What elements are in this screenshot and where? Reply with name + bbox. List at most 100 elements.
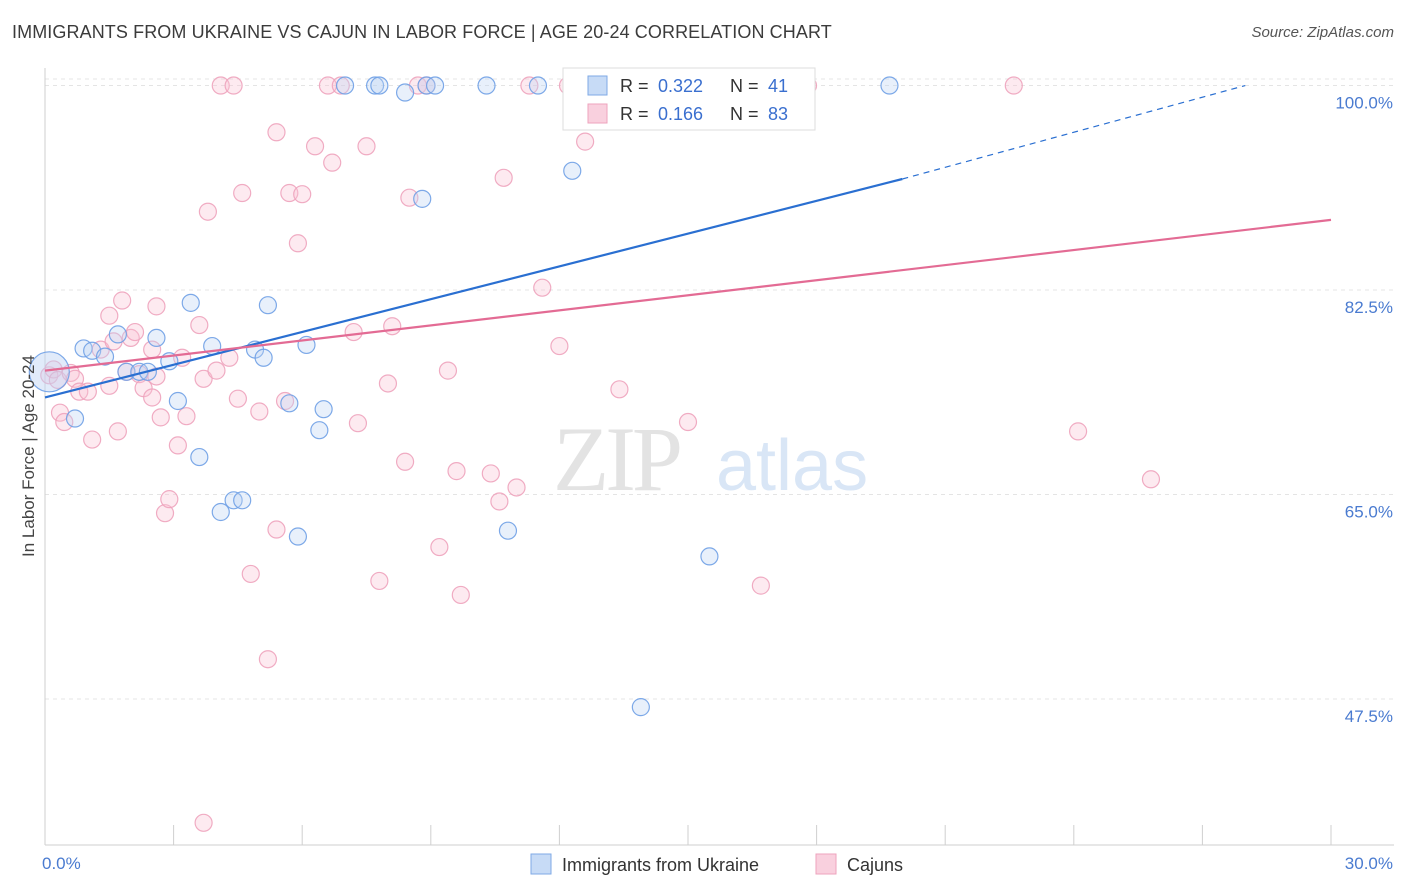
data-point bbox=[147, 297, 166, 316]
data-point bbox=[507, 478, 526, 497]
data-point bbox=[194, 813, 213, 832]
data-point bbox=[631, 698, 650, 717]
legend-n-label-cajun: N = bbox=[730, 104, 759, 124]
trend-lines bbox=[44, 84, 1332, 399]
data-point bbox=[190, 447, 209, 467]
legend-swatch-ukraine bbox=[587, 75, 608, 96]
data-point bbox=[147, 328, 166, 348]
data-point bbox=[194, 369, 213, 388]
data-point bbox=[233, 183, 252, 203]
legend-n-label-ukraine: N = bbox=[730, 76, 759, 96]
data-point bbox=[258, 296, 278, 315]
data-point bbox=[168, 391, 187, 411]
legend-r-value-ukraine: 0.322 bbox=[658, 76, 703, 96]
legend-r-label-cajun: R = bbox=[620, 104, 649, 124]
x-tick-label-min: 0.0% bbox=[42, 854, 81, 873]
data-point bbox=[490, 492, 509, 511]
data-point bbox=[430, 537, 449, 557]
data-point bbox=[323, 153, 342, 172]
data-point bbox=[481, 464, 500, 483]
data-point bbox=[224, 76, 243, 95]
y-axis-title: In Labor Force | Age 20-24 bbox=[19, 355, 38, 557]
data-point bbox=[344, 322, 363, 342]
data-point bbox=[28, 351, 70, 393]
data-point bbox=[233, 491, 252, 510]
data-point bbox=[563, 161, 582, 180]
data-point bbox=[65, 409, 85, 428]
data-point bbox=[125, 322, 145, 342]
data-point bbox=[438, 361, 458, 380]
data-point bbox=[880, 76, 899, 95]
data-point bbox=[83, 430, 102, 449]
data-point bbox=[207, 361, 226, 380]
data-point bbox=[55, 412, 74, 432]
source-credit: Source: ZipAtlas.com bbox=[1251, 24, 1394, 41]
watermark-zip: ZIP bbox=[553, 408, 680, 510]
data-point bbox=[254, 348, 273, 367]
data-point bbox=[365, 76, 385, 95]
data-point bbox=[610, 380, 629, 399]
data-point bbox=[528, 76, 548, 95]
data-point bbox=[1004, 76, 1023, 95]
y-tick-label: 47.5% bbox=[1345, 707, 1393, 726]
data-point bbox=[168, 436, 187, 455]
data-point bbox=[113, 291, 132, 310]
data-point bbox=[250, 402, 269, 421]
data-point bbox=[395, 83, 415, 102]
gridlines bbox=[45, 78, 1394, 700]
data-point bbox=[280, 183, 299, 203]
data-point bbox=[100, 306, 119, 325]
data-point bbox=[700, 547, 719, 566]
data-point bbox=[425, 76, 445, 95]
data-point bbox=[678, 412, 698, 432]
data-point bbox=[335, 76, 355, 95]
data-point bbox=[314, 400, 333, 419]
data-point bbox=[267, 520, 286, 539]
data-point bbox=[305, 137, 325, 156]
data-point bbox=[348, 414, 368, 433]
data-point bbox=[310, 421, 329, 440]
data-point bbox=[477, 76, 496, 95]
data-point bbox=[95, 347, 115, 366]
data-point bbox=[383, 317, 402, 336]
data-point bbox=[293, 185, 312, 204]
legend-n-value-ukraine: 41 bbox=[768, 76, 788, 96]
legend-n-value-cajun: 83 bbox=[768, 104, 788, 124]
data-point bbox=[288, 234, 308, 253]
data-point bbox=[198, 202, 217, 221]
y-tick-labels: 47.5% 65.0% 82.5% 100.0% bbox=[1335, 94, 1393, 726]
data-point bbox=[160, 490, 179, 509]
data-point bbox=[357, 137, 376, 156]
data-point bbox=[108, 325, 127, 344]
legend-r-label-ukraine: R = bbox=[620, 76, 649, 96]
data-point bbox=[155, 504, 175, 523]
stats-legend: R = 0.322 N = 41 R = 0.166 N = 83 bbox=[562, 67, 816, 131]
data-point bbox=[211, 76, 230, 95]
data-point bbox=[151, 408, 170, 427]
data-point bbox=[370, 571, 389, 591]
data-point bbox=[211, 502, 230, 522]
data-point bbox=[280, 394, 299, 413]
data-point bbox=[378, 374, 398, 393]
data-point bbox=[576, 132, 595, 151]
trend-line-cajun bbox=[44, 218, 1332, 372]
bottom-legend-swatch-cajun bbox=[815, 853, 837, 875]
data-point bbox=[494, 168, 513, 187]
data-point bbox=[370, 76, 389, 95]
legend-r-value-cajun: 0.166 bbox=[658, 104, 703, 124]
data-point bbox=[1068, 422, 1088, 441]
ukraine-points bbox=[28, 76, 899, 717]
data-point bbox=[498, 521, 518, 540]
trend-line-ukraine-extension bbox=[902, 84, 1246, 180]
data-point bbox=[550, 336, 569, 356]
axes bbox=[44, 68, 1394, 846]
data-point bbox=[177, 407, 196, 426]
legend-swatch-cajun bbox=[587, 103, 608, 124]
data-point bbox=[533, 278, 552, 297]
data-point bbox=[258, 650, 278, 669]
data-point bbox=[267, 123, 286, 142]
data-point bbox=[181, 293, 200, 312]
chart-title: IMMIGRANTS FROM UKRAINE VS CAJUN IN LABO… bbox=[12, 22, 832, 42]
data-point bbox=[400, 188, 419, 207]
